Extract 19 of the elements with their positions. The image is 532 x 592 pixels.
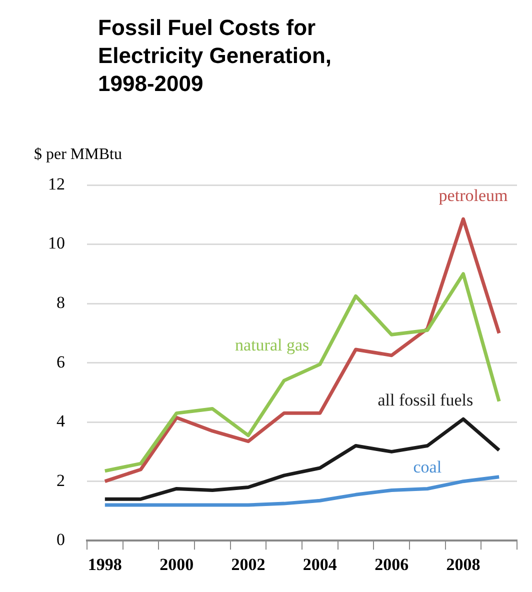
y-tick-label: 6 bbox=[56, 352, 65, 372]
chart-title: Fossil Fuel Costs for Electricity Generation, 1998-2009 bbox=[98, 14, 333, 98]
x-tick-label: 2002 bbox=[231, 555, 266, 574]
y-tick-label: 0 bbox=[56, 530, 65, 550]
y-tick-label: 4 bbox=[56, 412, 66, 431]
x-tick-label: 1998 bbox=[88, 555, 122, 574]
y-tick-label: 10 bbox=[48, 234, 65, 253]
series-label: petroleum bbox=[438, 186, 508, 206]
series-label: all fossil fuels bbox=[378, 390, 474, 410]
series-label: coal bbox=[413, 458, 442, 477]
series-label: natural gas bbox=[235, 336, 310, 355]
x-tick-label: 2006 bbox=[374, 555, 409, 574]
x-tick-label: 2004 bbox=[302, 555, 338, 574]
x-tick-label: 2008 bbox=[446, 555, 480, 574]
y-tick-label: 2 bbox=[56, 470, 65, 490]
y-tick-label: 12 bbox=[48, 174, 65, 194]
y-axis-title: $ per MMBtu bbox=[34, 146, 122, 164]
y-tick-label: 8 bbox=[56, 293, 65, 312]
x-tick-label: 2000 bbox=[160, 555, 194, 574]
